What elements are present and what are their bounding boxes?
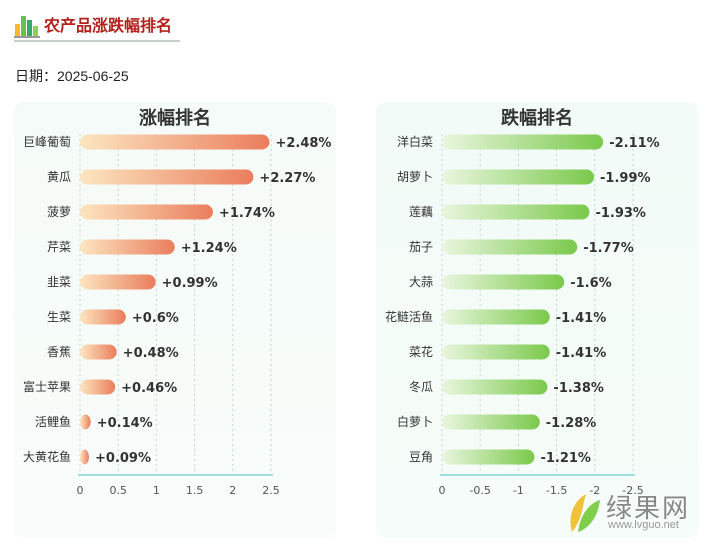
page-header: 农产品涨跌幅排名 <box>14 8 180 42</box>
date-value: 2025-06-25 <box>57 68 129 84</box>
category-label: 黄瓜 <box>47 170 71 184</box>
value-label: -2.11% <box>609 136 660 151</box>
bar <box>442 204 590 220</box>
value-label: +2.48% <box>275 136 331 151</box>
bar <box>80 274 156 290</box>
date-label: 日期： <box>15 68 57 84</box>
category-label: 生菜 <box>47 310 71 324</box>
loss-bar-chart: 0 -0.5 -1 -1.5 -2 -2.5 洋白菜 -2.11% 胡萝卜 -1.99% 莲藕 -1.… <box>385 134 660 497</box>
x-tick-label: 2.5 <box>262 484 280 497</box>
x-tick-label: -2 <box>589 484 600 497</box>
x-tick-label: -0.5 <box>469 484 490 497</box>
value-label: +1.74% <box>219 206 275 221</box>
bar <box>442 449 535 465</box>
category-label: 芹菜 <box>47 240 71 254</box>
category-label: 茄子 <box>409 240 433 254</box>
category-label: 洋白菜 <box>397 134 433 149</box>
value-label: +2.27% <box>259 171 315 186</box>
category-label: 冬瓜 <box>409 379 433 394</box>
bar <box>80 239 175 255</box>
value-label: -1.21% <box>540 451 591 466</box>
loss-ranking-panel: 跌幅排名 0 -0.5 -1 -1.5 -2 -2.5 洋白菜 -2.11% 胡萝卜 -1.99%… <box>376 102 698 538</box>
gain-bar-chart: 0 0.5 1 1.5 2 2.5 巨峰葡萄 +2.48% 黄瓜 +2.27% 菠萝 +1.74% 芹菜… <box>23 134 331 497</box>
value-label: -1.6% <box>570 276 611 291</box>
category-label: 富士苹果 <box>23 379 71 394</box>
value-label: -1.28% <box>546 416 597 431</box>
bar <box>442 309 550 325</box>
value-label: +0.99% <box>162 276 218 291</box>
bar <box>80 449 89 465</box>
bar <box>80 134 270 150</box>
x-tick-label: 1 <box>153 484 160 497</box>
x-tick-label: 0 <box>439 484 446 497</box>
category-label: 花鲢活鱼 <box>385 309 433 324</box>
category-label: 菠萝 <box>47 205 71 219</box>
category-label: 活鲤鱼 <box>35 415 71 429</box>
bar <box>80 309 126 325</box>
value-label: +1.24% <box>181 241 237 256</box>
gain-chart-title: 涨幅排名 <box>139 108 211 129</box>
bar <box>442 239 578 255</box>
x-tick-label: 0 <box>77 484 84 497</box>
value-label: -1.38% <box>553 381 604 396</box>
value-label: -1.93% <box>595 206 646 221</box>
category-label: 豆角 <box>409 450 433 464</box>
watermark-en: www.lvguo.net <box>608 519 679 531</box>
bar <box>80 379 116 395</box>
category-label: 胡萝卜 <box>397 170 433 184</box>
category-label: 大蒜 <box>409 275 433 289</box>
category-label: 大黄花鱼 <box>23 449 71 464</box>
category-label: 菜花 <box>409 344 433 359</box>
value-label: -1.41% <box>556 346 607 361</box>
x-tick-label: 0.5 <box>109 484 127 497</box>
x-tick-label: -1.5 <box>546 484 567 497</box>
x-tick-label: 2 <box>229 484 236 497</box>
bar <box>442 274 565 290</box>
bar <box>442 344 550 360</box>
watermark: 绿果网 www.lvguo.net <box>566 488 706 538</box>
bar <box>442 134 604 150</box>
bar <box>80 169 254 185</box>
value-label: -1.77% <box>583 241 634 256</box>
value-label: +0.09% <box>95 451 151 466</box>
bar <box>442 169 595 185</box>
bar <box>80 344 117 360</box>
x-tick-label: -2.5 <box>622 484 643 497</box>
value-label: +0.14% <box>97 416 153 431</box>
loss-chart-title: 跌幅排名 <box>501 108 573 129</box>
date-line: 日期：2025-06-25 <box>15 66 129 86</box>
category-label: 白萝卜 <box>397 414 433 429</box>
page-title: 农产品涨跌幅排名 <box>44 16 173 35</box>
category-label: 莲藕 <box>409 205 433 219</box>
category-label: 韭菜 <box>47 275 71 289</box>
value-label: +0.48% <box>123 346 179 361</box>
value-label: +0.46% <box>121 381 177 396</box>
gain-ranking-panel: 涨幅排名 0 0.5 1 1.5 2 2.5 巨峰葡萄 +2.48% 黄瓜 +2.27% 菠萝 +1.… <box>14 102 336 538</box>
value-label: -1.41% <box>556 311 607 326</box>
value-label: -1.99% <box>600 171 651 186</box>
header-underline <box>14 40 180 42</box>
bar <box>80 414 91 430</box>
category-label: 巨峰葡萄 <box>23 135 71 149</box>
bar <box>80 204 213 220</box>
x-tick-label: 1.5 <box>186 484 204 497</box>
bar <box>442 414 540 430</box>
leaf-logo-icon <box>570 494 600 532</box>
x-tick-label: -1 <box>513 484 524 497</box>
category-label: 香蕉 <box>47 345 71 359</box>
value-label: +0.6% <box>132 311 179 326</box>
watermark-cn: 绿果网 <box>606 494 691 524</box>
bar <box>442 379 548 395</box>
bar-chart-icon <box>14 16 40 38</box>
